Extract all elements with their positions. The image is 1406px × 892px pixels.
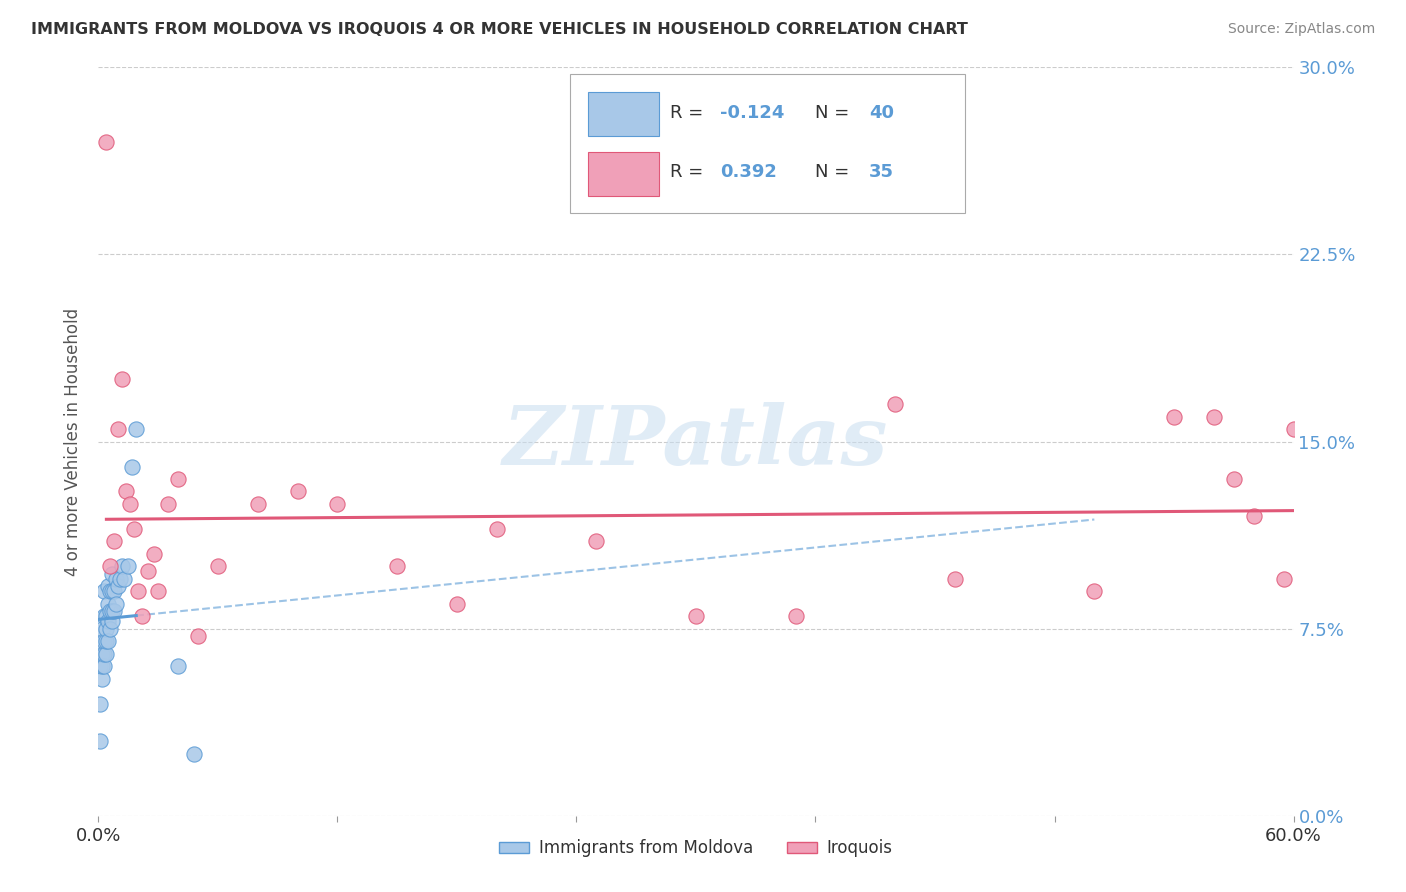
- Point: [385, 559, 409, 574]
- Legend: Immigrants from Moldova, Iroquois: Immigrants from Moldova, Iroquois: [492, 833, 900, 864]
- Point: [110, 572, 132, 586]
- Point: [115, 484, 138, 499]
- Point: [943, 572, 966, 586]
- Point: [1202, 409, 1225, 424]
- Point: [148, 584, 170, 599]
- Text: Source: ZipAtlas.com: Source: ZipAtlas.com: [1227, 22, 1375, 37]
- Text: R =: R =: [669, 103, 709, 121]
- Point: [98, 604, 122, 618]
- Point: [96, 647, 118, 661]
- Point: [785, 609, 807, 624]
- Point: [124, 522, 146, 536]
- Point: [107, 422, 129, 436]
- Point: [1282, 422, 1305, 436]
- Point: [101, 566, 124, 581]
- Text: IMMIGRANTS FROM MOLDOVA VS IROQUOIS 4 OR MORE VEHICLES IN HOUSEHOLD CORRELATION : IMMIGRANTS FROM MOLDOVA VS IROQUOIS 4 OR…: [31, 22, 967, 37]
- Text: 40: 40: [869, 103, 894, 121]
- Point: [97, 597, 120, 611]
- Point: [101, 615, 124, 629]
- Point: [131, 609, 153, 624]
- Point: [157, 497, 180, 511]
- Text: N =: N =: [815, 103, 855, 121]
- Point: [103, 534, 125, 549]
- Point: [105, 597, 128, 611]
- FancyBboxPatch shape: [571, 74, 965, 213]
- Point: [97, 634, 120, 648]
- Point: [111, 372, 134, 386]
- Point: [125, 422, 148, 436]
- Point: [91, 672, 114, 686]
- Point: [1243, 509, 1265, 524]
- Point: [1163, 409, 1185, 424]
- Point: [485, 522, 508, 536]
- FancyBboxPatch shape: [589, 152, 659, 195]
- Point: [585, 534, 607, 549]
- Y-axis label: 4 or more Vehicles in Household: 4 or more Vehicles in Household: [65, 308, 83, 575]
- Text: 35: 35: [869, 163, 894, 181]
- Point: [127, 584, 149, 599]
- Point: [143, 547, 166, 561]
- Point: [89, 697, 111, 711]
- Point: [93, 609, 115, 624]
- Point: [1272, 572, 1295, 586]
- Point: [167, 659, 190, 673]
- Point: [93, 647, 115, 661]
- Point: [246, 497, 269, 511]
- Point: [287, 484, 309, 499]
- Point: [98, 584, 122, 599]
- Point: [98, 559, 122, 574]
- Point: [183, 747, 205, 761]
- Point: [187, 629, 209, 643]
- Point: [96, 622, 118, 636]
- Point: [112, 572, 135, 586]
- Point: [93, 584, 115, 599]
- Point: [103, 584, 125, 599]
- Point: [136, 565, 159, 579]
- Point: [96, 634, 118, 648]
- Point: [207, 559, 229, 574]
- Point: [89, 734, 111, 748]
- Point: [107, 579, 129, 593]
- Point: [111, 559, 134, 574]
- Point: [101, 604, 124, 618]
- FancyBboxPatch shape: [589, 92, 659, 136]
- Point: [93, 659, 115, 673]
- Point: [685, 609, 707, 624]
- Point: [1083, 584, 1105, 599]
- Point: [101, 584, 124, 599]
- Point: [105, 572, 128, 586]
- Point: [91, 647, 114, 661]
- Point: [91, 659, 114, 673]
- Point: [91, 622, 114, 636]
- Text: N =: N =: [815, 163, 855, 181]
- Text: R =: R =: [669, 163, 714, 181]
- Point: [97, 579, 120, 593]
- Text: -0.124: -0.124: [720, 103, 785, 121]
- Text: ZIPatlas: ZIPatlas: [503, 401, 889, 482]
- Point: [446, 597, 468, 611]
- Point: [120, 497, 142, 511]
- Point: [96, 609, 118, 624]
- Point: [97, 615, 120, 629]
- Point: [117, 559, 139, 574]
- Point: [103, 604, 125, 618]
- Point: [326, 497, 349, 511]
- Point: [96, 135, 118, 149]
- Point: [884, 397, 907, 411]
- Point: [167, 472, 190, 486]
- Point: [121, 459, 143, 474]
- Point: [89, 659, 111, 673]
- Point: [93, 634, 115, 648]
- Text: 0.392: 0.392: [720, 163, 776, 181]
- Point: [98, 622, 122, 636]
- Point: [1223, 472, 1246, 486]
